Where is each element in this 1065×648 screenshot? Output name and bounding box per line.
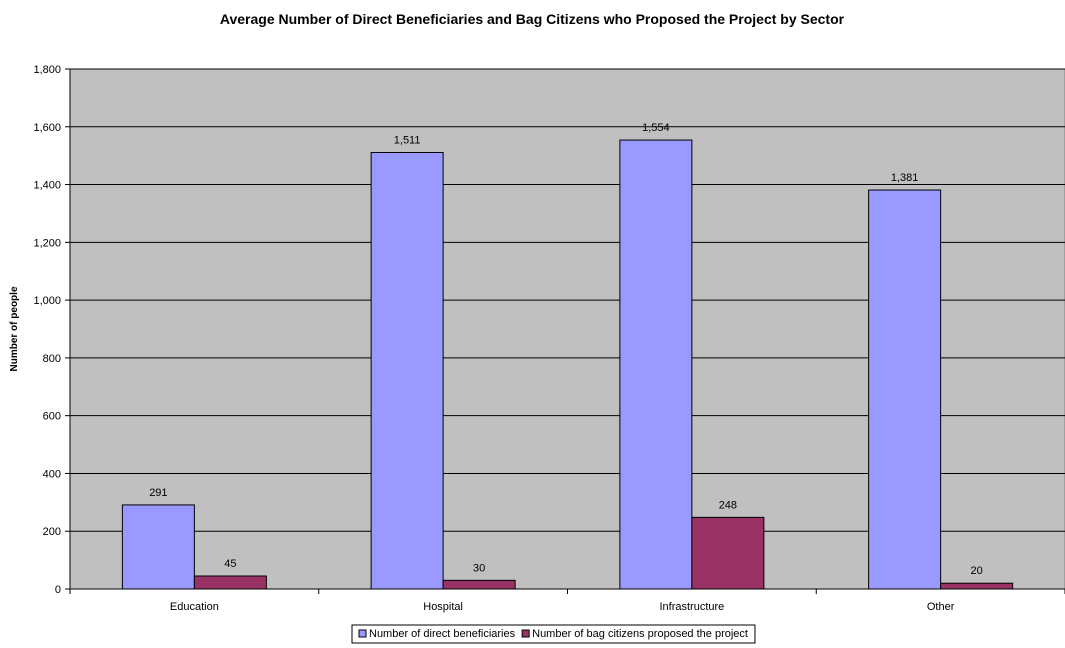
y-tick-label: 1,200	[33, 237, 61, 249]
y-tick-label: 800	[43, 353, 61, 365]
legend-label: Number of bag citizens proposed the proj…	[532, 628, 748, 640]
y-tick-label: 1,400	[33, 180, 61, 192]
bar	[619, 139, 693, 590]
bar	[193, 575, 267, 590]
x-tick-label: Infrastructure	[659, 601, 724, 613]
bar	[442, 579, 516, 590]
chart-title: Average Number of Direct Beneficiaries a…	[220, 11, 845, 27]
legend-box	[351, 624, 756, 644]
bar	[868, 189, 942, 590]
data-label: 291	[149, 487, 167, 499]
x-tick-label: Other	[927, 601, 955, 613]
legend-label: Number of direct beneficiaries	[369, 628, 516, 640]
x-tick-label: Education	[170, 601, 219, 613]
y-tick-label: 1,000	[33, 295, 61, 307]
y-tick-label: 0	[55, 584, 61, 596]
data-label: 1,511	[394, 134, 421, 146]
y-axis-label: Number of people	[9, 286, 20, 371]
data-label: 20	[971, 565, 983, 577]
data-label: 1,554	[642, 122, 670, 134]
y-axis: 0 200 400 600 800 1,000 1,200 1,400 1,600 1,800	[33, 64, 71, 596]
x-tick-label: Hospital	[423, 601, 463, 613]
y-tick-label: 200	[43, 526, 61, 538]
data-label: 1,381	[891, 172, 919, 184]
bar	[370, 151, 444, 590]
y-tick-label: 1,800	[33, 64, 61, 76]
bars: 291 45 1,511 30 1,554 248 1,381 20	[121, 122, 1014, 590]
bar	[940, 582, 1014, 590]
y-tick-label: 400	[43, 468, 61, 480]
data-label: 248	[719, 499, 737, 511]
legend-swatch	[358, 629, 367, 638]
legend: Number of direct beneficiaries Number of …	[351, 624, 756, 644]
y-tick-label: 600	[43, 411, 61, 423]
data-label: 30	[473, 562, 485, 574]
data-label: 45	[224, 558, 236, 570]
bar	[121, 504, 195, 590]
legend-swatch	[521, 629, 530, 638]
y-tick-label: 1,600	[33, 122, 61, 134]
bar	[691, 516, 765, 590]
x-axis: Education Hospital Infrastructure Other	[69, 588, 1065, 613]
